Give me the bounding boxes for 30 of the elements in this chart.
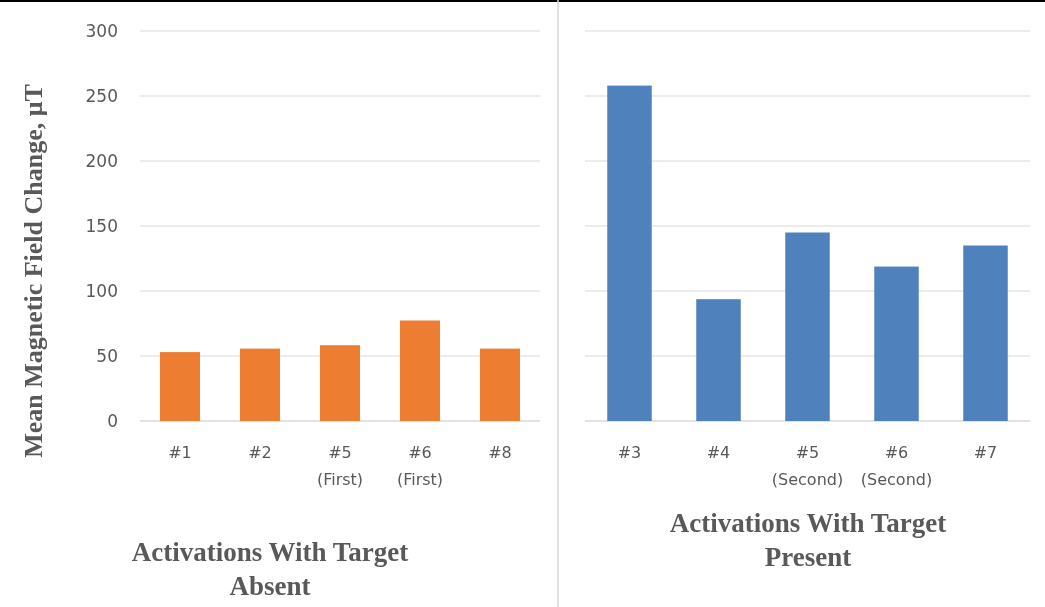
x-tick-label: #5 (First) [316,443,364,489]
x-tick-label: #5 (Second) [771,443,844,489]
bar [963,245,1008,421]
bar [320,345,360,421]
y-tick-label: 300 [85,20,118,41]
bar [785,232,830,421]
x-tick-label: #3 [617,443,642,462]
bar [696,299,741,421]
y-tick-label: 150 [85,215,118,236]
bar [240,348,280,421]
bar [607,85,652,421]
x-tick-label: #1 [168,443,192,462]
bar [160,352,200,421]
y-axis-title: Mean Magnetic Field Change, μT [19,84,48,458]
bar [874,266,919,421]
x-tick-label: #7 [973,443,998,462]
y-tick-label: 100 [85,280,118,301]
y-tick-label: 250 [85,85,118,106]
text: Activations With Target Present [669,508,947,572]
x-tick-label: #2 [248,443,272,462]
text: Activations With Target Absent [131,537,409,601]
x-tick-label: #4 [706,443,731,462]
bar [400,320,440,421]
x-tick-label: #6 (First) [396,443,444,489]
y-tick-label: 0 [107,410,118,431]
y-tick-label: 50 [96,345,118,366]
y-tick-label: 200 [85,150,118,171]
x-tick-label: #6 (Second) [860,443,933,489]
bar [480,348,520,421]
x-tick-label: #8 [488,443,512,462]
